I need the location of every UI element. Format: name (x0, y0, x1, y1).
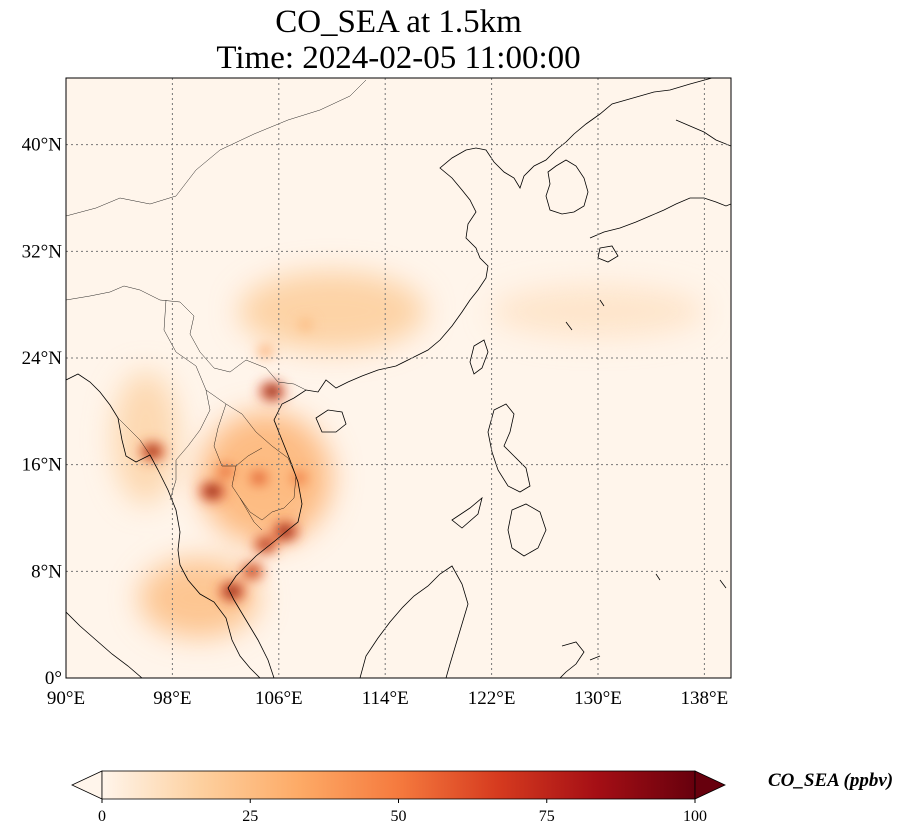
lon-tick-label: 138°E (681, 688, 729, 709)
co-hotspot-4 (258, 539, 273, 550)
co-hotspot-0 (265, 385, 280, 397)
co-hotspot-8 (220, 466, 232, 476)
border-lines (66, 79, 367, 531)
co-hotspot-10 (301, 321, 310, 329)
colorbar-min-extend (71, 770, 103, 800)
lat-tick-label: 16°N (22, 455, 63, 476)
lat-tick-label: 0° (45, 668, 62, 689)
sulawesi-coastline (559, 641, 601, 678)
korea-coastline (545, 159, 589, 215)
colorbar-tick-label: 75 (539, 808, 555, 825)
lat-tick-label: 40°N (22, 135, 63, 156)
co-hotspot-2 (205, 485, 220, 497)
lon-tick-label: 90°E (47, 688, 85, 709)
axis-ticks: 90°E 98°E 106°E 114°E 122°E 130°E 138°E 0° 8°N 16… (22, 135, 729, 709)
colorbar-max-extend (694, 770, 726, 800)
co-plume-0 (238, 271, 426, 352)
co-plume-3 (112, 371, 180, 505)
colorbar-tick-label: 25 (242, 808, 258, 825)
colorbar-tick-label: 50 (391, 808, 407, 825)
japan-coastline (589, 119, 731, 263)
lon-tick-label: 130°E (574, 688, 622, 709)
coastlines (66, 78, 731, 678)
lon-tick-label: 106°E (255, 688, 303, 709)
sumatra-coastline (66, 611, 143, 678)
hainan-coastline (315, 409, 347, 433)
title-time: Time: 2024-02-05 11:00:00 (216, 40, 581, 76)
title-variable: CO_SEA at 1.5km (275, 4, 522, 40)
lon-tick-label: 122°E (468, 688, 516, 709)
co-hotspot-5 (225, 585, 240, 597)
co-hotspot-9 (293, 473, 305, 483)
gridlines (66, 78, 731, 678)
lat-tick-label: 24°N (22, 348, 63, 369)
lon-tick-label: 114°E (362, 688, 409, 709)
co-hotspot-layer (139, 318, 314, 602)
lat-tick-label: 32°N (22, 241, 63, 262)
co-plume-layer (112, 271, 705, 638)
map-frame (65, 77, 732, 679)
taiwan-coastline (469, 339, 489, 375)
small-islands (565, 299, 727, 589)
colorbar-gradient (101, 770, 696, 800)
co-hotspot-3 (278, 525, 293, 537)
colorbar: 0 25 50 75 100 (71, 770, 726, 825)
co-plume-2 (139, 558, 259, 638)
colorbar-tick-label: 0 (98, 808, 106, 825)
lat-tick-label: 8°N (31, 561, 62, 582)
plot-title: CO_SEA at 1.5km Time: 2024-02-05 11:00:0… (66, 4, 731, 76)
co-hotspot-11 (261, 347, 270, 355)
co-hotspot-7 (253, 473, 265, 483)
borneo-coastline (359, 565, 469, 678)
lon-tick-label: 98°E (153, 688, 191, 709)
co-plume-4 (491, 284, 705, 339)
philippines-coastline (451, 403, 547, 557)
colorbar-label: CO_SEA (ppbv) (768, 770, 894, 791)
colorbar-tick-label: 100 (683, 808, 707, 825)
country-borders (66, 79, 367, 531)
